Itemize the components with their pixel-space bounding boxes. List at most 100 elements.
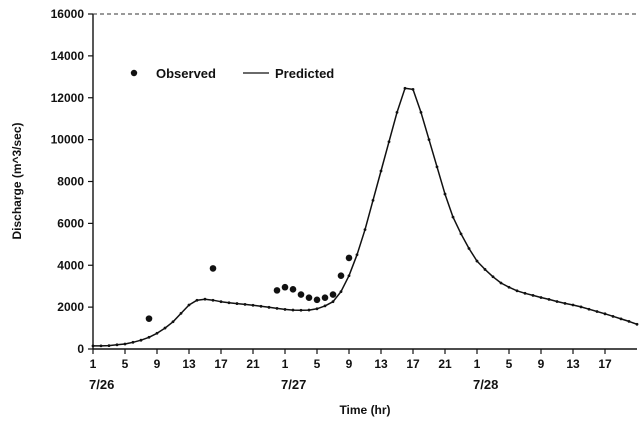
y-tick-label: 8000: [57, 175, 84, 189]
observed-point: [281, 283, 289, 291]
observed-point: [209, 265, 217, 272]
predicted-point: [267, 305, 271, 309]
predicted-point: [243, 303, 247, 306]
predicted-point: [387, 140, 391, 144]
predicted-point: [411, 87, 415, 91]
predicted-point: [611, 314, 615, 318]
observed-point: [297, 291, 305, 298]
predicted-point: [363, 228, 367, 232]
legend-predicted-label: Predicted: [275, 66, 334, 81]
predicted-point: [499, 281, 503, 285]
date-labels: 7/26 7/27 7/28: [89, 377, 498, 392]
predicted-point: [427, 138, 431, 142]
x-tick-label: 21: [438, 357, 452, 371]
predicted-point: [491, 275, 495, 279]
x-tick-label: 17: [406, 357, 420, 371]
observed-point: [337, 272, 345, 280]
x-tick-label: 9: [346, 357, 353, 371]
predicted-point: [603, 312, 607, 316]
observed-point: [329, 291, 337, 298]
y-tick-label: 12000: [51, 91, 85, 105]
x-tick-label: 13: [182, 357, 196, 371]
predicted-point: [523, 291, 527, 295]
observed-point: [145, 315, 153, 322]
predicted-point: [99, 344, 103, 348]
predicted-point: [291, 308, 295, 312]
predicted-point: [435, 165, 439, 169]
predicted-point: [515, 289, 519, 293]
predicted-point: [507, 285, 511, 289]
x-axis-ticks: 1 5 9 13 17 21 1 5 9 13 17 21 1 5 9 13 17: [90, 349, 612, 371]
predicted-point: [171, 320, 175, 324]
predicted-point: [347, 274, 351, 278]
predicted-point: [555, 300, 559, 303]
predicted-point: [635, 322, 639, 326]
predicted-point: [379, 169, 383, 173]
predicted-point: [475, 259, 479, 263]
y-axis-ticks: 0 2000 4000 6000 8000 10000 12000 14000 16000: [51, 7, 93, 356]
predicted-point: [147, 335, 151, 339]
x-tick-label: 13: [566, 357, 580, 371]
y-tick-label: 10000: [51, 133, 85, 147]
predicted-point: [443, 192, 447, 196]
x-tick-label: 17: [598, 357, 612, 371]
predicted-point: [403, 86, 407, 90]
predicted-point: [371, 198, 375, 202]
x-tick-label: 1: [90, 357, 97, 371]
predicted-point: [355, 253, 359, 257]
legend: Observed Predicted: [130, 66, 334, 81]
y-tick-label: 14000: [51, 49, 85, 63]
x-tick-label: 21: [246, 357, 260, 371]
predicted-point: [163, 326, 167, 330]
predicted-point: [299, 308, 303, 312]
predicted-point: [571, 303, 575, 307]
predicted-line: [93, 87, 638, 347]
predicted-point: [203, 297, 207, 301]
x-tick-label: 1: [474, 357, 481, 371]
predicted-point: [587, 307, 591, 311]
predicted-point: [115, 343, 119, 347]
predicted-point: [211, 298, 215, 302]
y-tick-label: 4000: [57, 258, 84, 272]
axes: [92, 13, 637, 350]
predicted-point: [483, 268, 487, 271]
predicted-point: [179, 312, 183, 315]
observed-point: [273, 287, 281, 294]
series: [91, 86, 639, 348]
x-tick-label: 13: [374, 357, 388, 371]
x-tick-label: 5: [506, 357, 513, 371]
predicted-point: [539, 296, 543, 299]
predicted-point: [531, 294, 535, 297]
predicted-point: [627, 319, 631, 323]
predicted-point: [227, 301, 231, 305]
predicted-point: [563, 301, 567, 305]
y-tick-label: 0: [77, 342, 84, 356]
predicted-point: [307, 308, 311, 312]
x-tick-label: 9: [538, 357, 545, 371]
predicted-point: [131, 340, 135, 344]
x-tick-label: 5: [122, 357, 129, 371]
predicted-point: [91, 344, 95, 348]
predicted-point: [315, 307, 319, 311]
predicted-point: [459, 232, 463, 236]
date-label: 7/27: [281, 377, 306, 392]
predicted-point: [123, 342, 127, 346]
x-tick-label: 5: [314, 357, 321, 371]
predicted-point: [107, 344, 111, 348]
predicted-point: [595, 310, 599, 313]
predicted-point: [331, 300, 335, 304]
predicted-point: [619, 317, 623, 321]
predicted-point: [339, 290, 343, 294]
predicted-point: [283, 308, 287, 311]
x-axis-title: Time (hr): [339, 403, 390, 417]
predicted-point: [395, 111, 399, 114]
predicted-point: [139, 338, 143, 342]
observed-point: [289, 286, 297, 293]
x-tick-label: 1: [282, 357, 289, 371]
y-tick-label: 2000: [57, 300, 84, 314]
observed-point: [313, 296, 321, 304]
legend-observed-marker: [130, 69, 138, 77]
predicted-point: [259, 304, 263, 308]
y-axis-title: Discharge (m^3/sec): [10, 122, 24, 239]
